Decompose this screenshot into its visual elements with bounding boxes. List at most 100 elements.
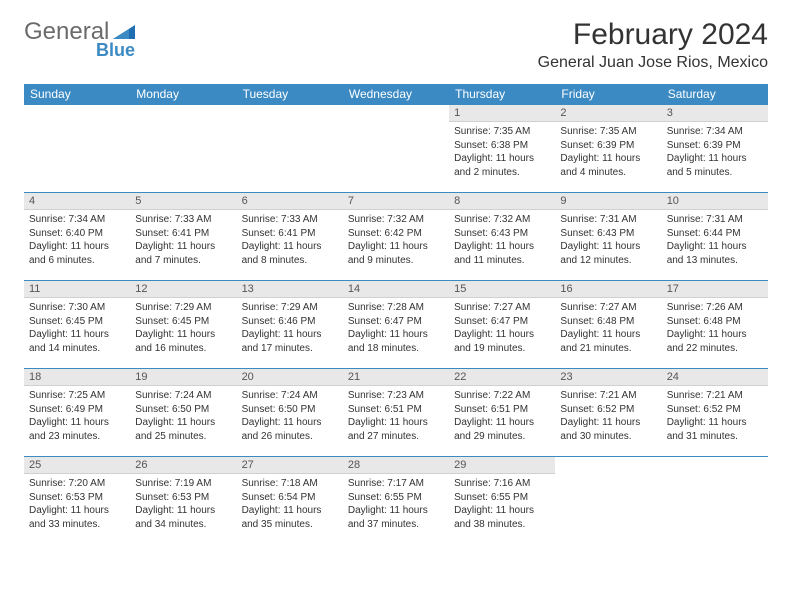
daylight-text: Daylight: 11 hours and 22 minutes. [667, 328, 763, 355]
day-number: 22 [449, 369, 555, 386]
sunrise-text: Sunrise: 7:33 AM [135, 213, 231, 227]
daylight-text: Daylight: 11 hours and 6 minutes. [29, 240, 125, 267]
day-cell: 3Sunrise: 7:34 AMSunset: 6:39 PMDaylight… [662, 105, 768, 193]
daylight-text: Daylight: 11 hours and 18 minutes. [348, 328, 444, 355]
day-number: 16 [555, 281, 661, 298]
sunset-text: Sunset: 6:42 PM [348, 227, 444, 241]
day-cell: 7Sunrise: 7:32 AMSunset: 6:42 PMDaylight… [343, 193, 449, 281]
daylight-text: Daylight: 11 hours and 8 minutes. [242, 240, 338, 267]
sunset-text: Sunset: 6:55 PM [348, 491, 444, 505]
sunrise-text: Sunrise: 7:16 AM [454, 477, 550, 491]
sunset-text: Sunset: 6:48 PM [560, 315, 656, 329]
sunrise-text: Sunrise: 7:34 AM [29, 213, 125, 227]
sunset-text: Sunset: 6:52 PM [560, 403, 656, 417]
daylight-text: Daylight: 11 hours and 7 minutes. [135, 240, 231, 267]
day-number: 13 [237, 281, 343, 298]
day-cell: 21Sunrise: 7:23 AMSunset: 6:51 PMDayligh… [343, 369, 449, 457]
daylight-text: Daylight: 11 hours and 9 minutes. [348, 240, 444, 267]
day-header: Thursday [449, 84, 555, 105]
day-cell: 24Sunrise: 7:21 AMSunset: 6:52 PMDayligh… [662, 369, 768, 457]
day-number: 2 [555, 105, 661, 122]
day-cell: 4Sunrise: 7:34 AMSunset: 6:40 PMDaylight… [24, 193, 130, 281]
day-number: 11 [24, 281, 130, 298]
sunrise-text: Sunrise: 7:29 AM [135, 301, 231, 315]
sunrise-text: Sunrise: 7:18 AM [242, 477, 338, 491]
logo-text-2: Blue [96, 40, 135, 61]
day-header: Monday [130, 84, 236, 105]
day-number: 5 [130, 193, 236, 210]
sunrise-text: Sunrise: 7:29 AM [242, 301, 338, 315]
sunset-text: Sunset: 6:43 PM [560, 227, 656, 241]
day-number: 26 [130, 457, 236, 474]
sunrise-text: Sunrise: 7:23 AM [348, 389, 444, 403]
day-header: Friday [555, 84, 661, 105]
sunrise-text: Sunrise: 7:32 AM [454, 213, 550, 227]
day-number: 1 [449, 105, 555, 122]
sunset-text: Sunset: 6:45 PM [135, 315, 231, 329]
day-info: Sunrise: 7:19 AMSunset: 6:53 PMDaylight:… [130, 474, 236, 535]
day-cell [237, 105, 343, 193]
day-cell: 5 Sunrise: 7:33 AMSunset: 6:41 PMDaylight… [130, 193, 236, 281]
daylight-text: Daylight: 11 hours and 25 minutes. [135, 416, 231, 443]
daylight-text: Daylight: 11 hours and 12 minutes. [560, 240, 656, 267]
day-cell: 16Sunrise: 7:27 AMSunset: 6:48 PMDayligh… [555, 281, 661, 369]
day-info: Sunrise: 7:26 AMSunset: 6:48 PMDaylight:… [662, 298, 768, 359]
sunrise-text: Sunrise: 7:27 AM [560, 301, 656, 315]
day-cell: 6Sunrise: 7:33 AMSunset: 6:41 PMDaylight… [237, 193, 343, 281]
sunset-text: Sunset: 6:39 PM [560, 139, 656, 153]
day-cell: 2Sunrise: 7:35 AMSunset: 6:39 PMDaylight… [555, 105, 661, 193]
day-cell: 17Sunrise: 7:26 AMSunset: 6:48 PMDayligh… [662, 281, 768, 369]
sunset-text: Sunset: 6:55 PM [454, 491, 550, 505]
sunrise-text: Sunrise: 7:24 AM [135, 389, 231, 403]
day-info: Sunrise: 7:24 AMSunset: 6:50 PMDaylight:… [237, 386, 343, 447]
sunset-text: Sunset: 6:47 PM [454, 315, 550, 329]
daylight-text: Daylight: 11 hours and 26 minutes. [242, 416, 338, 443]
sunset-text: Sunset: 6:51 PM [454, 403, 550, 417]
day-number: 28 [343, 457, 449, 474]
day-info: Sunrise: 7:34 AMSunset: 6:39 PMDaylight:… [662, 122, 768, 183]
sunrise-text: Sunrise: 7:22 AM [454, 389, 550, 403]
day-number: 3 [662, 105, 768, 122]
sunset-text: Sunset: 6:38 PM [454, 139, 550, 153]
day-info: Sunrise: 7:35 AMSunset: 6:38 PMDaylight:… [449, 122, 555, 183]
day-number: 9 [555, 193, 661, 210]
day-cell: 18Sunrise: 7:25 AMSunset: 6:49 PMDayligh… [24, 369, 130, 457]
day-cell [555, 457, 661, 545]
day-number: 19 [130, 369, 236, 386]
day-cell [662, 457, 768, 545]
sunset-text: Sunset: 6:43 PM [454, 227, 550, 241]
day-info: Sunrise: 7:23 AMSunset: 6:51 PMDaylight:… [343, 386, 449, 447]
daylight-text: Daylight: 11 hours and 16 minutes. [135, 328, 231, 355]
day-cell: 13Sunrise: 7:29 AMSunset: 6:46 PMDayligh… [237, 281, 343, 369]
sunset-text: Sunset: 6:45 PM [29, 315, 125, 329]
sunset-text: Sunset: 6:49 PM [29, 403, 125, 417]
day-number: 14 [343, 281, 449, 298]
day-cell: 8Sunrise: 7:32 AMSunset: 6:43 PMDaylight… [449, 193, 555, 281]
sunset-text: Sunset: 6:41 PM [135, 227, 231, 241]
daylight-text: Daylight: 11 hours and 38 minutes. [454, 504, 550, 531]
daylight-text: Daylight: 11 hours and 23 minutes. [29, 416, 125, 443]
week-row: 18Sunrise: 7:25 AMSunset: 6:49 PMDayligh… [24, 369, 768, 457]
title-block: February 2024 General Juan Jose Rios, Me… [538, 18, 768, 72]
sunrise-text: Sunrise: 7:27 AM [454, 301, 550, 315]
sunrise-text: Sunrise: 7:35 AM [454, 125, 550, 139]
day-number: 20 [237, 369, 343, 386]
location-label: General Juan Jose Rios, Mexico [538, 54, 768, 72]
day-info: Sunrise: 7:29 AMSunset: 6:46 PMDaylight:… [237, 298, 343, 359]
day-info: Sunrise: 7:28 AMSunset: 6:47 PMDaylight:… [343, 298, 449, 359]
daylight-text: Daylight: 11 hours and 17 minutes. [242, 328, 338, 355]
sunset-text: Sunset: 6:52 PM [667, 403, 763, 417]
sunset-text: Sunset: 6:50 PM [242, 403, 338, 417]
day-info: Sunrise: 7:31 AMSunset: 6:43 PMDaylight:… [555, 210, 661, 271]
sunset-text: Sunset: 6:40 PM [29, 227, 125, 241]
sunrise-text: Sunrise: 7:28 AM [348, 301, 444, 315]
sunset-text: Sunset: 6:46 PM [242, 315, 338, 329]
calendar-table: Sunday Monday Tuesday Wednesday Thursday… [24, 84, 768, 545]
day-info: Sunrise: 7:16 AMSunset: 6:55 PMDaylight:… [449, 474, 555, 535]
day-info: Sunrise: 7:27 AMSunset: 6:47 PMDaylight:… [449, 298, 555, 359]
sunset-text: Sunset: 6:47 PM [348, 315, 444, 329]
day-header-row: Sunday Monday Tuesday Wednesday Thursday… [24, 84, 768, 105]
day-number: 24 [662, 369, 768, 386]
day-info: Sunrise: 7:20 AMSunset: 6:53 PMDaylight:… [24, 474, 130, 535]
day-header: Tuesday [237, 84, 343, 105]
